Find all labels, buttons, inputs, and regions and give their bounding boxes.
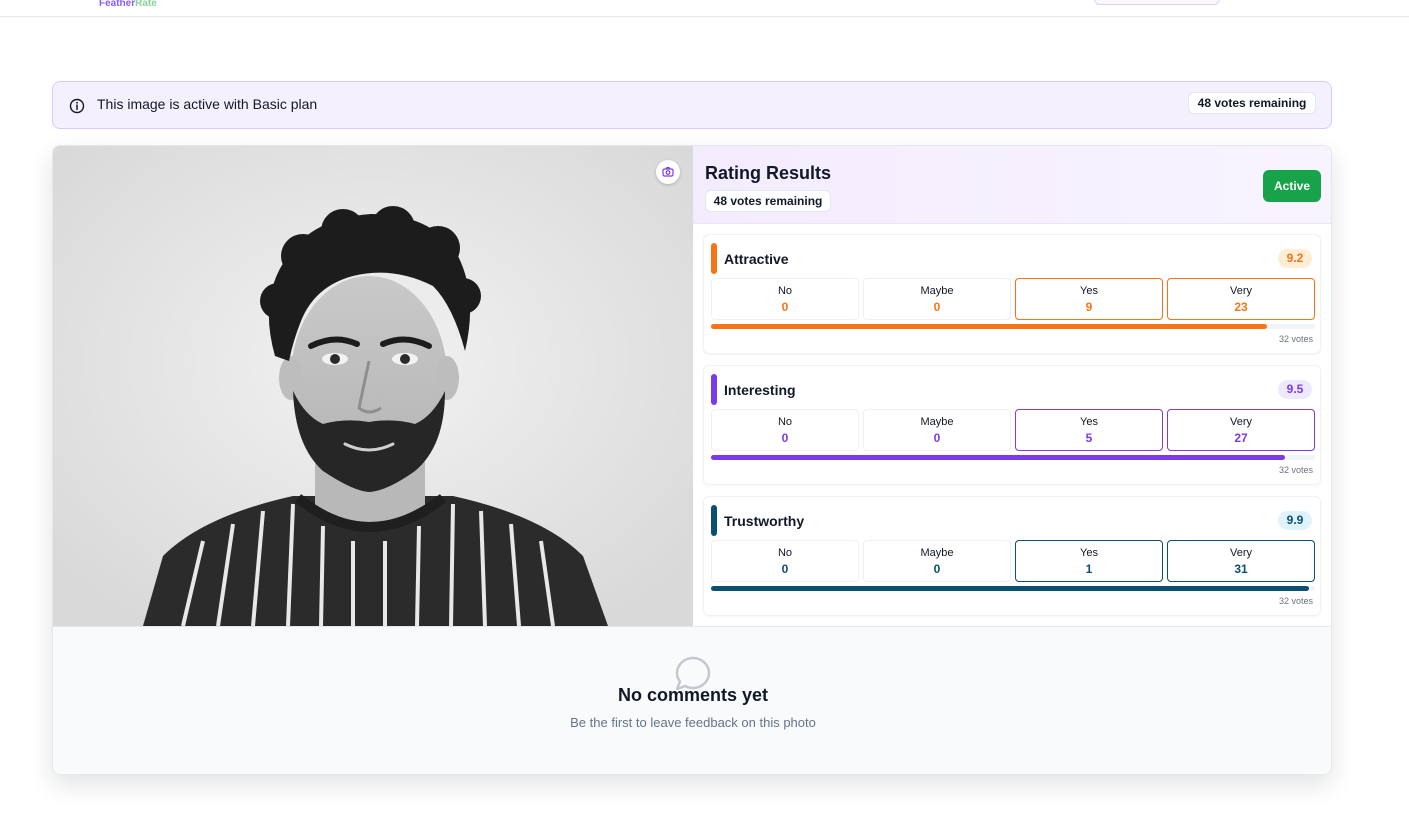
metric-accent-bar — [711, 243, 717, 274]
option-no: No 0 — [711, 540, 859, 582]
option-count: 27 — [1234, 431, 1248, 445]
option-count: 0 — [781, 562, 789, 576]
option-count: 31 — [1234, 562, 1248, 576]
option-label: Maybe — [920, 547, 954, 559]
option-label: Very — [1229, 285, 1252, 297]
metric-options: No 0 Maybe 0 Yes 5 Very 27 — [711, 409, 1315, 451]
option-label: Very — [1229, 416, 1252, 428]
option-maybe: Maybe 0 — [863, 409, 1011, 451]
photo-result-card: Rating Results 48 votes remaining Active… — [52, 145, 1332, 775]
top-bar: FeatherRate — [0, 0, 1409, 17]
option-count: 9 — [1085, 300, 1093, 314]
option-count: 0 — [933, 431, 941, 445]
option-maybe: Maybe 0 — [863, 540, 1011, 582]
metric-accent-bar — [711, 505, 717, 536]
metric-card-trustworthy: Trustworthy 9.9 No 0 Maybe 0 Yes 1 Very 31 3… — [703, 496, 1321, 616]
top-action-button[interactable] — [1094, 0, 1220, 5]
metric-name: Attractive — [724, 251, 789, 267]
option-count: 0 — [933, 300, 941, 314]
option-count: 0 — [781, 300, 789, 314]
option-label: Yes — [1080, 547, 1098, 559]
logo-part-feather: Feather — [99, 0, 136, 9]
camera-icon — [662, 167, 674, 177]
plan-notice: This image is active with Basic plan 48 … — [52, 81, 1332, 129]
option-count: 0 — [781, 431, 789, 445]
option-count: 1 — [1085, 562, 1093, 576]
metric-name: Interesting — [724, 382, 796, 398]
option-yes: Yes 1 — [1015, 540, 1163, 582]
score-progress-fill — [711, 455, 1285, 460]
metric-card-attractive: Attractive 9.2 No 0 Maybe 0 Yes 9 Very 23 32… — [703, 234, 1321, 354]
metric-score-badge: 9.2 — [1278, 249, 1312, 268]
option-count: 23 — [1234, 300, 1248, 314]
option-label: Maybe — [920, 285, 954, 297]
rated-photo — [53, 146, 693, 626]
option-no: No 0 — [711, 278, 859, 320]
option-label: Maybe — [920, 416, 954, 428]
option-label: No — [777, 547, 793, 559]
app-logo[interactable]: FeatherRate — [99, 0, 157, 9]
option-label: Very — [1229, 547, 1252, 559]
score-progress-track — [711, 324, 1315, 329]
vote-count: 32 votes — [1278, 596, 1313, 606]
option-no: No 0 — [711, 409, 859, 451]
metric-score-badge: 9.9 — [1278, 511, 1312, 530]
option-yes: Yes 5 — [1015, 409, 1163, 451]
comments-empty-subtitle: Be the first to leave feedback on this p… — [570, 715, 816, 730]
option-count: 5 — [1085, 431, 1093, 445]
comments-section: No comments yet Be the first to leave fe… — [53, 626, 1331, 774]
metric-options: No 0 Maybe 0 Yes 9 Very 23 — [711, 278, 1315, 320]
comments-empty-title: No comments yet — [617, 685, 769, 705]
score-progress-track — [711, 586, 1315, 591]
results-title: Rating Results — [705, 163, 832, 183]
score-progress-track — [711, 455, 1315, 460]
results-header: Rating Results 48 votes remaining Active — [693, 146, 1331, 224]
metric-options: No 0 Maybe 0 Yes 1 Very 31 — [711, 540, 1315, 582]
score-progress-fill — [711, 324, 1267, 329]
score-progress-fill — [711, 586, 1309, 591]
vote-count: 32 votes — [1278, 465, 1313, 475]
metric-score-badge: 9.5 — [1278, 380, 1312, 399]
info-icon — [69, 98, 85, 114]
metric-card-interesting: Interesting 9.5 No 0 Maybe 0 Yes 5 Very 27 3… — [703, 365, 1321, 485]
option-label: No — [777, 285, 793, 297]
option-yes: Yes 9 — [1015, 278, 1163, 320]
votes-remaining-badge: 48 votes remaining — [705, 190, 831, 212]
option-count: 0 — [933, 562, 941, 576]
option-very: Very 23 — [1167, 278, 1315, 320]
votes-remaining-badge: 48 votes remaining — [1188, 92, 1316, 114]
option-label: Yes — [1080, 285, 1098, 297]
vote-count: 32 votes — [1278, 334, 1313, 344]
chat-bubble-icon — [675, 656, 711, 691]
option-maybe: Maybe 0 — [863, 278, 1011, 320]
rating-results-panel: Rating Results 48 votes remaining Active… — [693, 146, 1331, 626]
portrait-image — [53, 146, 693, 626]
status-active-button[interactable]: Active — [1263, 170, 1321, 202]
metric-accent-bar — [711, 374, 717, 405]
logo-part-rate: Rate — [135, 0, 157, 9]
metric-name: Trustworthy — [724, 513, 805, 529]
notice-message: This image is active with Basic plan — [97, 96, 318, 112]
option-label: Yes — [1080, 416, 1098, 428]
option-label: No — [777, 416, 793, 428]
camera-button[interactable] — [656, 160, 680, 184]
option-very: Very 31 — [1167, 540, 1315, 582]
option-very: Very 27 — [1167, 409, 1315, 451]
